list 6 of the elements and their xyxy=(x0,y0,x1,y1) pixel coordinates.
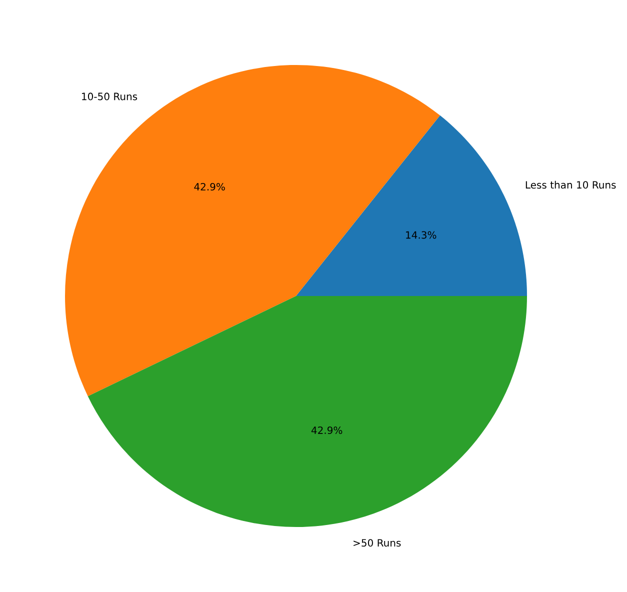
slice-label: 10-50 Runs xyxy=(82,92,138,100)
slice-label: Less than 10 Runs xyxy=(526,180,616,189)
data-label: 42.9% xyxy=(194,182,225,191)
data-label: 14.3% xyxy=(406,231,436,239)
data-label: 42.9% xyxy=(311,426,342,434)
slice-label: >50 Runs xyxy=(354,539,401,547)
